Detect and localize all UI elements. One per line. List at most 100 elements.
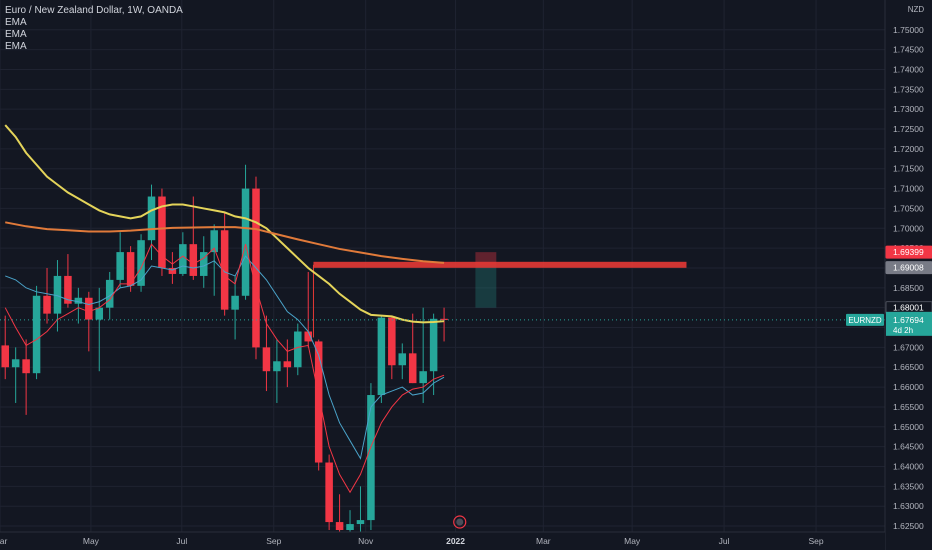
candle-body (367, 395, 375, 521)
price-tick-label: 1.65000 (893, 422, 924, 432)
candle-body (105, 279, 114, 308)
candle-body (168, 267, 177, 274)
candle-body (137, 240, 145, 286)
time-tick-label: Jul (719, 536, 730, 546)
candle-body (294, 331, 302, 368)
price-tick-label: 1.72000 (893, 144, 924, 154)
candle-body (388, 317, 396, 366)
price-tick-label: 1.71000 (893, 184, 924, 194)
candle (335, 494, 344, 536)
time-tick-label: Mar (536, 536, 551, 546)
price-tick-label: 1.71500 (893, 164, 924, 174)
price-tick-label: 1.74000 (893, 64, 924, 74)
candle (283, 339, 292, 388)
candle-body (398, 353, 407, 366)
candle (408, 313, 417, 384)
candle-body (220, 230, 229, 310)
price-tick-label: 1.67000 (893, 342, 924, 352)
candle-body (53, 275, 62, 314)
candle (137, 234, 145, 292)
candle (377, 315, 386, 403)
candle-body (273, 361, 281, 372)
candle-body (241, 188, 250, 296)
candle (273, 339, 281, 403)
ema-lines (4, 124, 445, 494)
candle (116, 232, 124, 288)
candle (43, 267, 51, 324)
price-tick-label: 1.64500 (893, 442, 924, 452)
candle-body (74, 297, 83, 304)
price-tick-label: 1.73000 (893, 104, 924, 114)
candle (241, 164, 250, 300)
candle-body (231, 295, 239, 310)
currency-label: NZD (908, 5, 925, 14)
candle-body (1, 345, 9, 368)
time-tick-label: May (624, 536, 641, 546)
candle (304, 271, 312, 348)
price-tick-label: 1.75000 (893, 25, 924, 35)
candle-body (158, 196, 166, 268)
candle (429, 313, 438, 396)
candle-body (126, 252, 135, 286)
candle-body (64, 275, 72, 304)
legend-ema-1[interactable]: EMA (5, 17, 27, 28)
event-marker-core (456, 518, 464, 526)
price-tick-label: 1.72500 (893, 124, 924, 134)
stop-zone (475, 252, 497, 265)
candle (325, 454, 333, 531)
ema-line (5, 221, 445, 264)
candle (189, 196, 198, 280)
candle-body (262, 347, 271, 372)
price-tag-label: 1.69399 (893, 247, 924, 257)
candle (199, 236, 208, 288)
candle (85, 291, 93, 352)
candle (1, 315, 9, 380)
candle (126, 246, 135, 292)
price-tick-label: 1.64000 (893, 461, 924, 471)
price-tick-label: 1.66500 (893, 362, 924, 372)
candle (11, 347, 20, 403)
price-tick-label: 1.65500 (893, 402, 924, 412)
candle-body (377, 317, 386, 396)
legend-ema-3[interactable]: EMA (5, 41, 27, 52)
price-tick-label: 1.62500 (893, 521, 924, 531)
price-tick-label: 1.66000 (893, 382, 924, 392)
price-axis[interactable]: NZD 1.75000 1.74500 1.74000 1.73500 1.73000 1.… (846, 0, 932, 550)
candle-body (356, 520, 365, 525)
event-marker-ring (453, 515, 467, 529)
candle-body (95, 307, 104, 320)
candle (32, 285, 41, 380)
candle (179, 232, 187, 276)
candle-body (283, 361, 292, 368)
legend: Euro / New Zealand Dollar, 1W, OANDA EMA… (5, 5, 183, 53)
price-tag: 1.69399 (885, 245, 932, 259)
event-marker-icon[interactable] (453, 515, 467, 529)
price-tag-bg (885, 261, 932, 275)
candle-body (43, 295, 51, 314)
time-axis[interactable]: Mar May Jul Sep Nov 2022 Mar May Jul Sep (0, 515, 885, 550)
legend-ema-2[interactable]: EMA (5, 29, 27, 40)
candle (398, 343, 407, 380)
candle-body (314, 341, 323, 463)
candle (74, 287, 83, 324)
resistance-zone (313, 261, 687, 268)
candle (231, 275, 239, 340)
candle (294, 323, 302, 376)
candle-body (32, 295, 41, 374)
countdown-label: 4d 2h (893, 326, 913, 335)
ema-line (4, 243, 445, 494)
time-tick-label: Sep (808, 536, 823, 546)
candle (440, 307, 448, 342)
candle-body (11, 359, 20, 368)
candle (158, 188, 166, 276)
price-tick-label: 1.70000 (893, 223, 924, 233)
candle (367, 383, 375, 531)
current-price-label: 1.67694 (893, 315, 924, 325)
candle (314, 339, 323, 471)
chart-title: Euro / New Zealand Dollar, 1W, OANDA (5, 5, 183, 16)
candle (147, 184, 156, 261)
candle-body (304, 331, 312, 342)
time-tick-label: 2022 (446, 536, 465, 546)
